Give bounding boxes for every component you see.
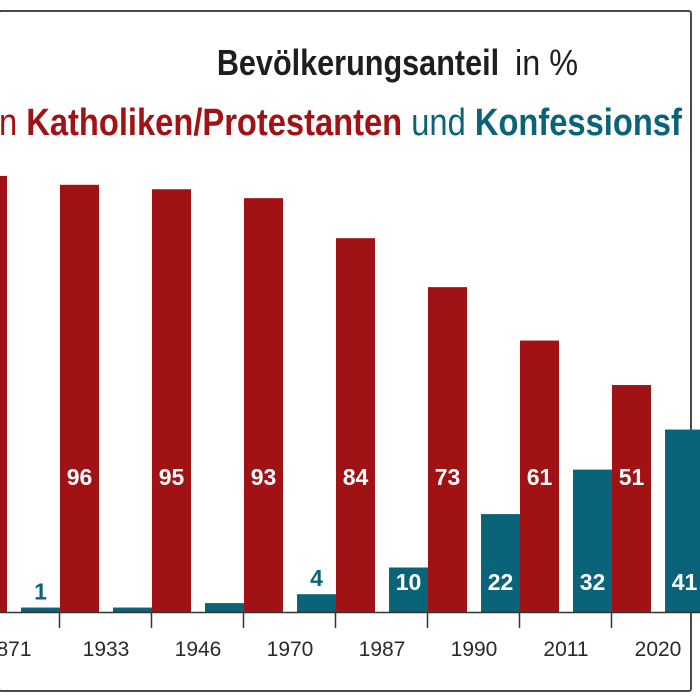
x-tick-label-871: 871 — [0, 638, 32, 661]
value-label-catholic-protestant-1946: 95 — [159, 464, 185, 490]
value-label-catholic-protestant-1987: 84 — [343, 464, 369, 490]
value-label-catholic-protestant-2011: 61 — [527, 464, 553, 490]
value-label-unaffiliated-871: 1 — [34, 579, 47, 605]
value-label-unaffiliated-1987: 10 — [396, 569, 422, 595]
bar-catholic-protestant-1933 — [60, 184, 99, 613]
chart-title: Bevölkerungsanteil in % — [0, 42, 700, 84]
bar-catholic-protestant-2020 — [612, 385, 651, 612]
chart-title-unit: in % — [515, 42, 579, 83]
chart-subtitle: n Katholiken/Protestanten und Konfession… — [0, 102, 682, 145]
legend-unaffiliated: Konfessionsf — [474, 102, 682, 144]
x-tick-label-1970: 1970 — [267, 638, 314, 661]
bar-unaffiliated-1933 — [113, 607, 152, 612]
value-label-unaffiliated-2011: 32 — [580, 569, 606, 595]
bar-unaffiliated-1970 — [297, 594, 336, 612]
x-tick-label-1946: 1946 — [175, 638, 222, 661]
bar-unaffiliated-2020 — [665, 429, 700, 612]
subtitle-lead: n — [0, 102, 18, 144]
bar-unaffiliated-1990 — [481, 514, 520, 612]
bar-catholic-protestant-1946 — [152, 189, 191, 612]
bar-unaffiliated-871 — [21, 607, 60, 612]
bar-catholic-protestant-2011 — [520, 340, 559, 612]
bar-catholic-protestant-1987 — [336, 238, 375, 612]
value-label-unaffiliated-1970: 4 — [310, 565, 323, 591]
subtitle-connector: und — [411, 102, 466, 144]
value-label-catholic-protestant-1970: 93 — [251, 464, 277, 490]
value-label-catholic-protestant-1933: 96 — [67, 464, 93, 490]
chart-title-main: Bevölkerungsanteil — [216, 42, 500, 83]
bar-unaffiliated-1987 — [389, 567, 428, 612]
bar-unaffiliated-2011 — [573, 469, 612, 612]
bar-catholic-protestant-871 — [0, 175, 7, 612]
x-tick-label-2020: 2020 — [635, 638, 682, 661]
bar-catholic-protestant-1970 — [244, 198, 283, 612]
x-tick-label-1987: 1987 — [359, 638, 406, 661]
legend-catholic-protestant: Katholiken/Protestanten — [26, 102, 403, 144]
value-label-unaffiliated-2020: 41 — [672, 569, 698, 595]
bar-catholic-protestant-1990 — [428, 287, 467, 612]
x-tick-label-1990: 1990 — [451, 638, 498, 661]
x-tick-label-2011: 2011 — [543, 638, 588, 661]
x-tick-label-1933: 1933 — [83, 638, 130, 661]
bar-unaffiliated-1946 — [205, 603, 244, 612]
value-label-catholic-protestant-1990: 73 — [435, 464, 461, 490]
value-label-unaffiliated-1990: 22 — [488, 569, 514, 595]
value-label-catholic-protestant-2020: 51 — [619, 464, 645, 490]
